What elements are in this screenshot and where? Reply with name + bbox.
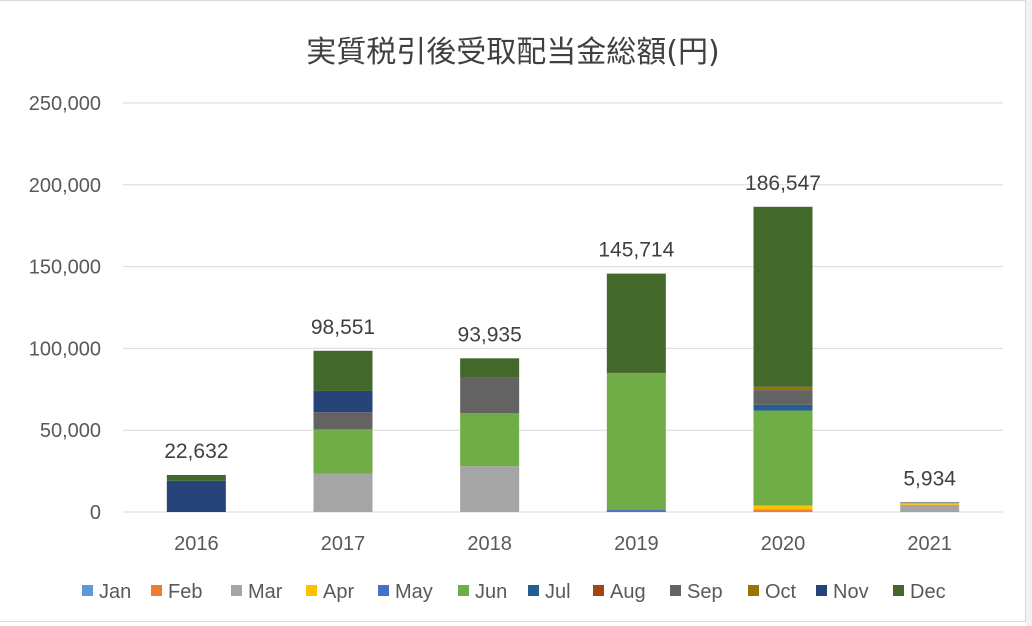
y-tick-label: 0 xyxy=(90,502,101,524)
bar-segment xyxy=(460,466,520,512)
legend-swatch xyxy=(231,585,242,596)
bar-segment xyxy=(753,509,813,512)
window-edge xyxy=(1026,0,1032,626)
legend-label: May xyxy=(395,581,433,603)
bar-segment xyxy=(753,505,813,510)
bar-total-label: 145,714 xyxy=(598,239,674,262)
bar-segment xyxy=(900,504,960,512)
bar-segment xyxy=(753,206,813,387)
chart-title: 実質税引後受取配当金総額(円) xyxy=(306,35,720,70)
legend-swatch xyxy=(82,585,93,596)
bar-total-labels: 22,632 98,551 93,935 145,714 186,547 5,934 xyxy=(164,172,956,490)
bar-segment xyxy=(460,358,520,378)
legend-swatch xyxy=(151,585,162,596)
bar-segment xyxy=(753,386,813,391)
x-tick-label: 2017 xyxy=(321,533,366,555)
bar-segment xyxy=(313,473,373,512)
bar-segment xyxy=(606,273,666,373)
bar-segment xyxy=(753,404,813,411)
bar-total-label: 186,547 xyxy=(745,172,821,195)
legend-label: Apr xyxy=(323,581,354,603)
bar-segment xyxy=(313,390,373,413)
x-tick-label: 2016 xyxy=(174,533,219,555)
legend: Jan Feb Mar Apr May Jun Jul Aug Sep Oct Nov Dec xyxy=(82,581,946,603)
bar-total-label: 5,934 xyxy=(903,467,956,490)
bars xyxy=(166,206,960,512)
legend-label: Jan xyxy=(99,581,131,603)
bar-segment xyxy=(606,510,666,512)
legend-swatch xyxy=(670,585,681,596)
gridlines xyxy=(123,102,1003,513)
x-tick-label: 2019 xyxy=(614,533,659,555)
bar-segment xyxy=(313,429,373,474)
bar-segment xyxy=(900,503,960,505)
legend-label: Mar xyxy=(248,581,283,603)
bar-segment xyxy=(900,502,960,504)
y-tick-label: 200,000 xyxy=(29,175,101,197)
legend-label: Aug xyxy=(610,581,646,603)
legend-swatch xyxy=(748,585,759,596)
legend-swatch xyxy=(378,585,389,596)
bar-total-label: 93,935 xyxy=(458,323,522,346)
legend-swatch xyxy=(458,585,469,596)
legend-label: Nov xyxy=(833,581,869,603)
y-tick-label: 100,000 xyxy=(29,338,101,360)
bar-segment xyxy=(753,410,813,506)
bar-segment xyxy=(166,474,226,481)
legend-label: Feb xyxy=(168,581,202,603)
bar-segment xyxy=(313,350,373,391)
x-axis-tick-labels: 2016 2017 2018 2019 2020 2021 xyxy=(174,533,952,555)
legend-swatch xyxy=(306,585,317,596)
legend-swatch xyxy=(593,585,604,596)
legend-swatch xyxy=(893,585,904,596)
bar-segment xyxy=(166,480,226,512)
bar-segment xyxy=(460,413,520,467)
legend-label: Sep xyxy=(687,581,723,603)
y-tick-label: 50,000 xyxy=(40,420,101,442)
bar-total-label: 98,551 xyxy=(311,316,375,339)
x-tick-label: 2020 xyxy=(761,533,806,555)
legend-label: Dec xyxy=(910,581,946,603)
legend-label: Jul xyxy=(545,581,571,603)
y-tick-label: 250,000 xyxy=(29,93,101,115)
y-axis-tick-labels: 0 50,000 100,000 150,000 200,000 250,000 xyxy=(29,93,101,524)
bar-segment xyxy=(606,372,666,511)
y-tick-label: 150,000 xyxy=(29,257,101,279)
bar-segment xyxy=(753,390,813,405)
legend-label: Jun xyxy=(475,581,507,603)
legend-label: Oct xyxy=(765,581,797,603)
x-tick-label: 2021 xyxy=(907,533,952,555)
x-tick-label: 2018 xyxy=(467,533,512,555)
bar-total-label: 22,632 xyxy=(164,440,228,463)
bar-segment xyxy=(313,412,373,430)
bar-segment xyxy=(460,377,520,414)
legend-swatch xyxy=(528,585,539,596)
legend-swatch xyxy=(816,585,827,596)
